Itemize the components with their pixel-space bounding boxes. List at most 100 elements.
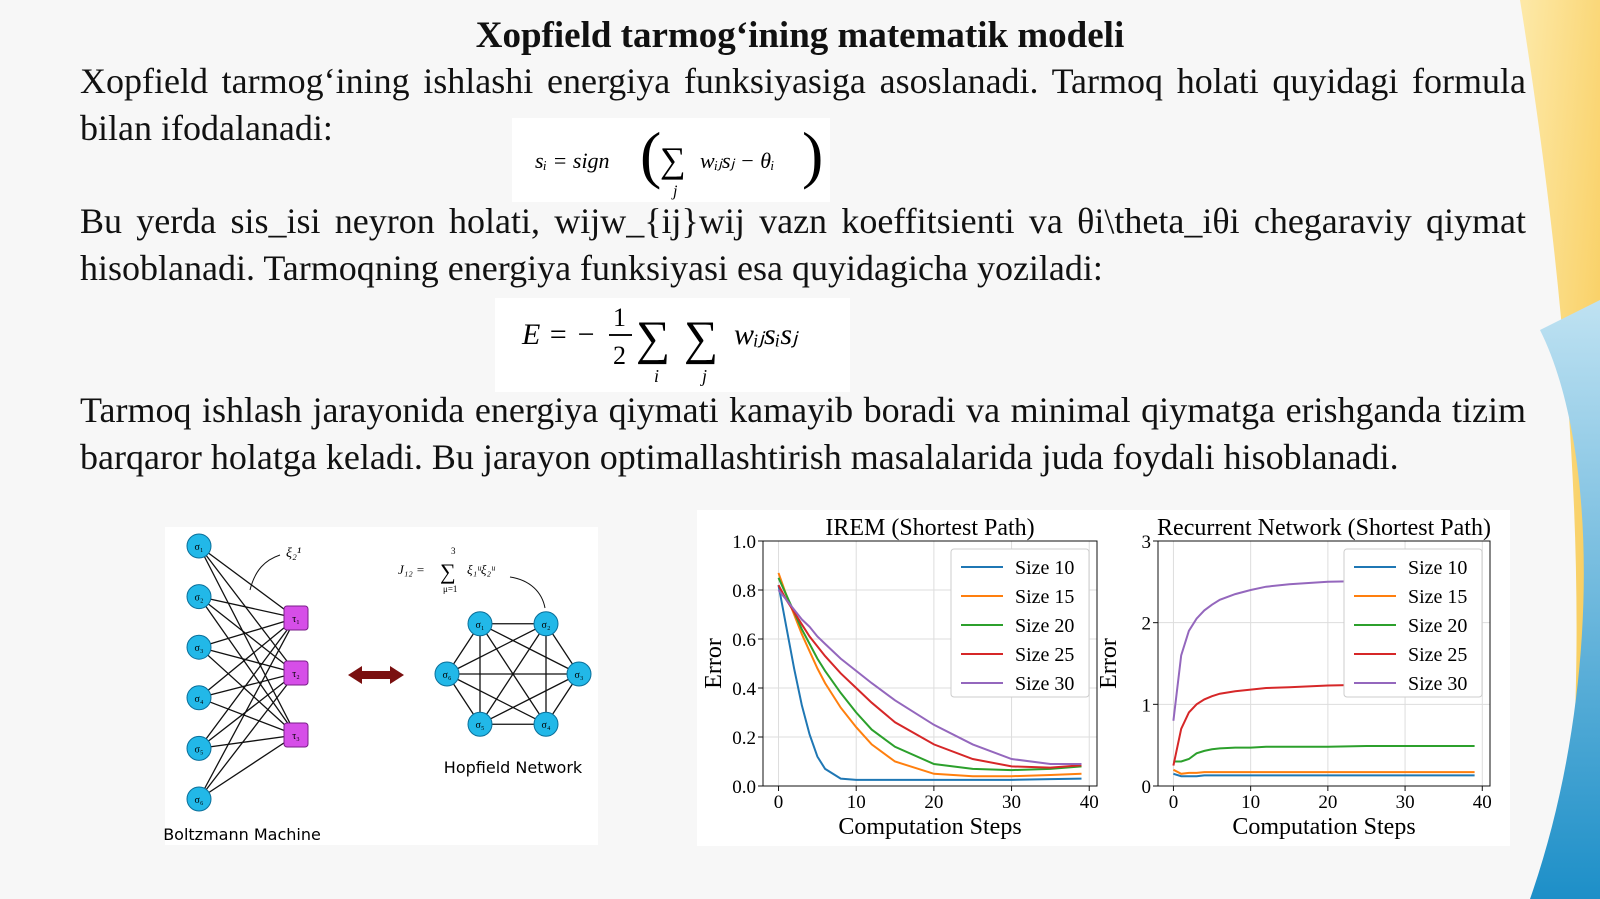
edge xyxy=(198,617,297,800)
x-tick-label: 20 xyxy=(924,792,943,813)
x-tick-label: 30 xyxy=(1002,792,1021,813)
hidden-node xyxy=(283,660,309,686)
y-tick-label: 1.0 xyxy=(732,532,756,553)
edge xyxy=(198,545,297,674)
edge xyxy=(198,672,297,749)
node-label: τ₃ xyxy=(292,731,300,742)
annotation: ∑ xyxy=(440,559,456,584)
series-line xyxy=(777,584,1082,769)
formula-index: i xyxy=(654,366,659,386)
edge xyxy=(198,617,297,648)
diagram-box xyxy=(165,527,598,845)
annotation: μ=1 xyxy=(443,584,457,594)
node-label: σ₁ xyxy=(476,620,485,631)
node-label: σ₂ xyxy=(195,593,204,604)
annotation: 3 xyxy=(451,546,456,556)
legend-label: Size 30 xyxy=(1015,673,1074,695)
visible-node xyxy=(186,786,212,812)
hopfield-node xyxy=(566,661,592,687)
y-tick-label: 0 xyxy=(1142,777,1152,798)
formula-paren: ( xyxy=(640,119,661,190)
y-tick-label: 1 xyxy=(1142,695,1152,716)
node-label: σ₃ xyxy=(195,643,204,654)
pointer-arrow xyxy=(249,554,281,591)
legend-box xyxy=(1343,548,1483,698)
y-tick-label: 0.2 xyxy=(732,728,756,749)
legend-label: Size 20 xyxy=(1015,615,1074,637)
hopfield-node xyxy=(533,611,559,637)
double-arrow xyxy=(348,666,404,684)
y-tick-label: 2 xyxy=(1142,614,1152,635)
formula-box xyxy=(512,118,830,202)
formula-box xyxy=(495,298,850,392)
edge xyxy=(198,734,297,750)
edge xyxy=(198,646,297,736)
decor-blue xyxy=(1530,300,1600,899)
hopfield-node xyxy=(533,711,559,737)
series-line xyxy=(1173,745,1475,763)
x-tick-label: 20 xyxy=(1318,792,1337,813)
plot-frame xyxy=(762,540,1098,787)
x-axis-label: Computation Steps xyxy=(1232,814,1415,840)
node-label: σ₅ xyxy=(476,720,485,731)
visible-node xyxy=(186,735,212,761)
x-tick-label: 40 xyxy=(1080,792,1099,813)
hidden-node xyxy=(283,722,309,748)
series-line xyxy=(777,584,1082,781)
edge xyxy=(198,596,297,736)
y-tick-label: 0.6 xyxy=(732,630,756,651)
formula-index: j xyxy=(671,183,678,200)
edge xyxy=(198,672,297,699)
series-line xyxy=(777,577,1082,772)
annotation: J₁₂ = xyxy=(398,562,425,577)
formula-num: 1 xyxy=(613,303,626,332)
node-label: σ₄ xyxy=(542,720,551,731)
paragraph: Bu yerda sis_isi neyron holati, wijw_{ij… xyxy=(80,201,1526,288)
legend-label: Size 10 xyxy=(1408,557,1467,579)
node-label: σ₃ xyxy=(575,670,584,681)
edge xyxy=(198,617,297,699)
edge xyxy=(198,734,297,800)
series-line xyxy=(777,589,1082,765)
edge xyxy=(446,623,547,675)
y-tick-label: 0.0 xyxy=(732,777,756,798)
node-label: σ₁ xyxy=(195,542,204,553)
paragraph: Xopfield tarmog‘ining ishlashi energiya … xyxy=(80,61,1526,148)
y-tick-label: 0.8 xyxy=(732,581,756,602)
formula-body: wᵢⱼsᵢsⱼ xyxy=(734,318,799,351)
chart-title: Recurrent Network (Shortest Path) xyxy=(1157,515,1491,541)
formula-sum: ∑ xyxy=(636,312,670,365)
legend-box xyxy=(950,548,1090,698)
x-tick-label: 30 xyxy=(1396,792,1415,813)
y-axis-label: Error xyxy=(701,638,727,689)
pointer-arrow xyxy=(509,576,546,609)
x-tick-label: 40 xyxy=(1473,792,1492,813)
annotation: ξ₂¹ xyxy=(286,546,301,561)
figure-label: Boltzmann Machine xyxy=(163,825,321,844)
visible-node xyxy=(186,685,212,711)
slide-title: Xopfield tarmog‘ining matematik modeli xyxy=(475,15,1125,56)
chart-title: IREM (Shortest Path) xyxy=(825,515,1034,541)
edge xyxy=(198,672,297,800)
legend-label: Size 15 xyxy=(1015,586,1074,608)
edge xyxy=(198,545,297,736)
legend-label: Size 15 xyxy=(1408,586,1467,608)
formula-body: wᵢⱼsⱼ − θᵢ xyxy=(700,148,775,173)
figure-label: Hopfield Network xyxy=(444,758,583,777)
series-line xyxy=(777,572,1082,778)
formula-sum: ∑ xyxy=(684,312,718,365)
legend-label: Size 10 xyxy=(1015,557,1074,579)
node-label: τ₁ xyxy=(292,614,300,625)
y-tick-label: 3 xyxy=(1142,532,1152,553)
edge xyxy=(198,545,297,619)
paragraph: Tarmoq ishlash jarayonida energiya qiyma… xyxy=(80,390,1526,477)
legend-label: Size 20 xyxy=(1408,615,1467,637)
x-tick-label: 0 xyxy=(1169,792,1179,813)
edge xyxy=(198,697,297,736)
formula-paren: ) xyxy=(802,119,823,190)
node-label: σ₆ xyxy=(195,795,204,806)
x-tick-label: 10 xyxy=(847,792,866,813)
